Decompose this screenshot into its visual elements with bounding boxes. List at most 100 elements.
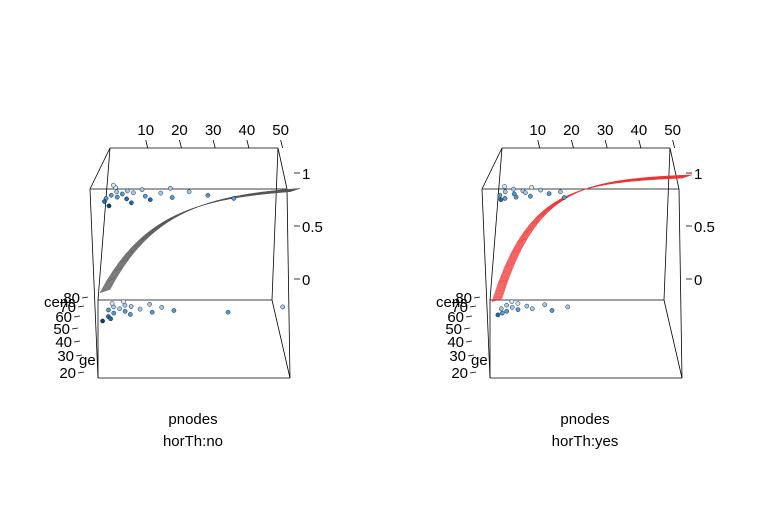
y-tick-label: 20 (451, 365, 468, 382)
y-tick-mark (467, 354, 475, 357)
data-point (158, 190, 164, 196)
x-axis-ticks: 10 20 30 40 50 (137, 122, 289, 149)
data-point (546, 191, 552, 196)
data-point (497, 192, 503, 198)
data-point (128, 304, 134, 309)
data-point (169, 195, 175, 200)
y-tick-mark (463, 327, 471, 330)
box-edge (89, 188, 99, 379)
surface-line (283, 188, 294, 193)
y-tick-label: 60 (55, 309, 72, 326)
data-point (119, 191, 125, 197)
data-point (108, 316, 114, 322)
data-point (542, 302, 548, 308)
surface-line (643, 176, 655, 181)
data-point (515, 307, 521, 312)
data-point (529, 306, 535, 312)
box-edge (678, 188, 683, 379)
y-axis-label: ge (471, 352, 488, 369)
data-point (558, 189, 563, 195)
data-point (499, 310, 505, 316)
data-point (117, 306, 122, 312)
data-point (502, 196, 508, 201)
z-tick-label: 1 (694, 166, 702, 183)
data-point (498, 306, 504, 312)
y-tick-label: 80 (455, 290, 472, 307)
x-tick-label: 30 (205, 122, 222, 139)
z-tick-label: 0.5 (302, 219, 323, 236)
surface-line (104, 189, 296, 292)
y-tick-mark (75, 354, 83, 357)
surface-line (650, 176, 661, 181)
x-tick-mark (571, 139, 574, 149)
x-axis-label: pnodes (560, 411, 609, 428)
surface-line (105, 189, 296, 292)
data-point (110, 182, 116, 188)
y-tick-mark (81, 296, 89, 299)
y-tick-mark (469, 305, 477, 308)
x-tick-mark (246, 139, 250, 149)
surface-line (213, 198, 225, 203)
surface-line (523, 228, 534, 233)
surface-line (100, 191, 291, 293)
data-point (106, 203, 112, 209)
surface-line (612, 180, 623, 184)
box-edge (271, 299, 291, 379)
surface-line (150, 226, 161, 231)
data-point (205, 192, 211, 198)
surface-line (103, 190, 294, 292)
surface-line (681, 174, 693, 179)
surface-line (109, 188, 300, 290)
x-tick-label: 40 (631, 122, 648, 139)
x-tick-label: 10 (529, 122, 546, 139)
surface-line (107, 188, 298, 291)
surface-line (182, 208, 193, 213)
surface-line (548, 202, 560, 207)
data-point (100, 318, 105, 324)
surface-line (102, 190, 293, 292)
surface-line (491, 298, 503, 302)
surface-line (504, 263, 515, 268)
surface-line (498, 279, 509, 284)
data-point (561, 195, 567, 200)
surface-line (131, 243, 142, 248)
surface-line (567, 191, 579, 196)
data-point (125, 188, 130, 194)
surface-line (289, 188, 301, 192)
y-tick-mark (77, 305, 85, 308)
y-tick-label: 60 (447, 309, 464, 326)
x-axis-label: pnodes (168, 411, 217, 428)
x-tick-label: 10 (137, 122, 154, 139)
surface-line (662, 175, 674, 180)
surface-line (501, 174, 692, 299)
surface-line (118, 258, 130, 263)
data-point (523, 190, 528, 196)
surface-line (245, 192, 256, 197)
surface-line (605, 181, 617, 185)
surface-line (277, 189, 288, 194)
data-point (538, 187, 543, 193)
surface-line (125, 250, 136, 255)
data-point (127, 312, 133, 317)
data-point (159, 305, 165, 310)
x-tick-mark (145, 139, 149, 149)
surface-line (500, 174, 691, 299)
surface-line (207, 200, 218, 205)
surface-line (593, 183, 604, 188)
x-tick-mark (179, 139, 182, 149)
surface-line (599, 182, 610, 187)
z-axis-label: cens (436, 294, 468, 311)
surface-line (675, 174, 686, 179)
data-point (502, 189, 508, 195)
z-axis-ticks: 00.51 (294, 166, 323, 289)
panel-2: 10 20 30 40 5000.5120304050607080censgepnode… (436, 122, 715, 450)
surface-line (270, 189, 282, 194)
data-points (100, 182, 286, 324)
box-edge (663, 147, 671, 301)
surface-line (510, 249, 522, 254)
surface-line (105, 189, 297, 291)
z-tick-label: 0 (302, 272, 310, 289)
x-tick-mark (604, 139, 608, 149)
